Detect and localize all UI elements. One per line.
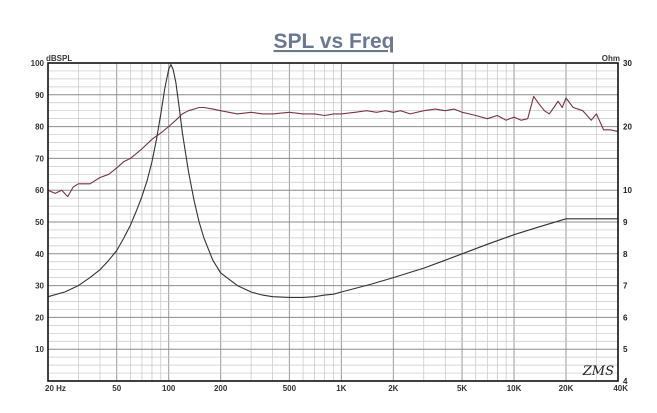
x-tick-label: 20K [559,384,574,393]
x-tick-label: 100 [162,384,176,393]
left-tick-label: 90 [35,91,44,100]
series-layer [47,64,619,298]
left-tick-label: 10 [35,345,44,354]
x-axis-ticks: 20 Hz 50 100 200 500 1K 2K 5K 10K 20K 40K [45,384,628,393]
right-tick-label: 5 [623,345,628,354]
x-tick-label: 200 [214,384,228,393]
right-tick-label: 9 [623,218,628,227]
right-tick-label: 8 [623,250,628,259]
x-tick-label: 50 [112,384,121,393]
left-axis-unit: dBSPL [46,54,72,63]
x-tick-label: 500 [283,384,297,393]
right-tick-label: 6 [623,313,628,322]
left-tick-label: 50 [35,218,44,227]
x-tick-label: 20 Hz [45,384,66,393]
impedance-curve [47,64,618,298]
spl-curve [47,95,619,198]
left-tick-label: 60 [35,186,44,195]
left-tick-label: 40 [35,250,44,259]
left-tick-label: 20 [35,313,44,322]
left-tick-label: 80 [35,123,44,132]
left-tick-label: 30 [35,282,44,291]
watermark: ZMS [582,364,614,379]
grid [47,62,619,382]
left-tick-label: 70 [35,154,44,163]
right-tick-label: 4 [623,377,628,386]
right-tick-label: 10 [623,186,632,195]
x-tick-label: 5K [457,384,467,393]
x-tick-label: 40K [613,384,628,393]
plot-frame [47,62,619,382]
x-tick-label: 1K [336,384,346,393]
x-tick-label: 10K [507,384,522,393]
left-axis-ticks: 10 20 30 40 50 60 70 80 90 100 [31,59,45,354]
chart-title: SPL vs Freq [274,30,395,53]
right-axis-unit: Ohm [602,54,620,63]
right-tick-label: 7 [623,282,628,291]
right-tick-label: 30 [623,59,632,68]
right-axis-ticks: 4 5 6 7 8 9 10 20 30 [623,59,632,386]
right-tick-label: 20 [623,123,632,132]
left-tick-label: 100 [31,59,45,68]
x-tick-label: 2K [388,384,398,393]
